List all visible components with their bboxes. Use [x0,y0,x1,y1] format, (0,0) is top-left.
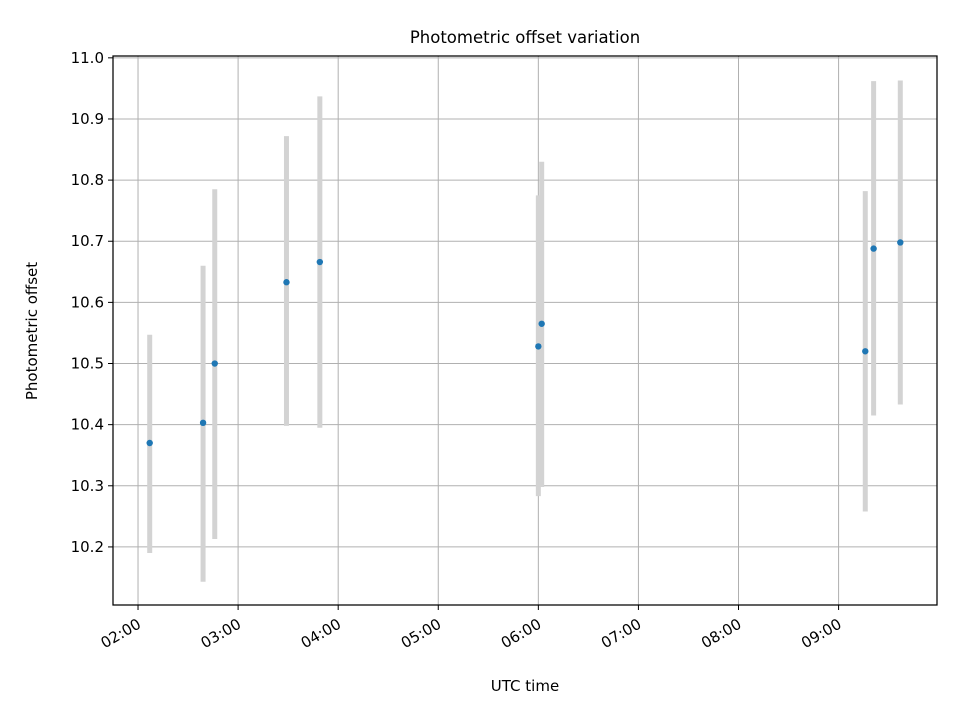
y-tick-label: 10.9 [71,110,104,128]
data-point [538,320,545,327]
y-axis: 10.2 10.3 10.4 10.5 10.6 10.7 10.8 10.9 11.0 [71,49,113,556]
data-point [211,360,218,367]
x-tick-label: 05:00 [398,615,444,652]
y-tick-label: 10.7 [71,232,104,250]
x-tick-label: 08:00 [698,615,744,652]
y-tick-label: 10.2 [71,538,104,556]
chart-title: Photometric offset variation [410,28,640,47]
data-point [283,279,290,286]
data-points [146,239,904,447]
data-point [897,239,904,246]
x-tick-label: 07:00 [598,615,644,652]
x-tick-label: 06:00 [498,615,544,652]
x-axis-label: UTC time [491,677,559,695]
x-tick-label: 04:00 [298,615,344,652]
data-point [862,348,869,355]
x-axis: 02:00 03:00 04:00 05:00 06:00 07:00 08:00 09:00 [98,605,845,652]
plot-area [113,56,937,605]
grid [113,56,937,605]
data-point [316,258,324,266]
y-tick-label: 10.8 [71,171,104,189]
y-tick-label: 11.0 [71,49,104,67]
data-point [199,419,207,427]
y-tick-label: 10.6 [71,293,104,311]
y-tick-label: 10.5 [71,355,104,373]
plot-frame [112,55,938,606]
x-tick-label: 03:00 [198,615,244,652]
x-tick-label: 09:00 [798,615,844,652]
data-point [870,245,877,252]
y-tick-label: 10.3 [71,477,104,495]
y-tick-label: 10.4 [71,416,104,434]
data-point [535,343,542,350]
x-tick-label: 02:00 [98,615,144,652]
data-point [146,439,153,447]
y-axis-label: Photometric offset [23,262,41,400]
